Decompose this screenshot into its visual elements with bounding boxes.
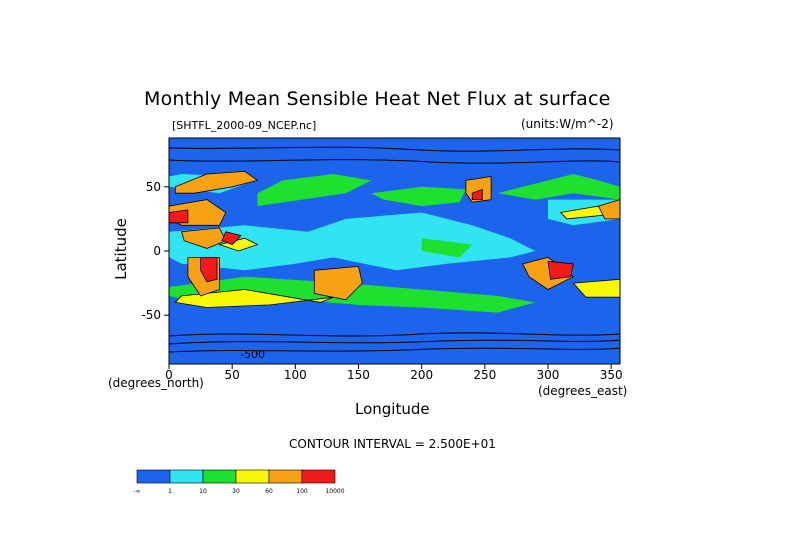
heatmap-region-10 — [572, 278, 620, 298]
heatmap-region-21 — [200, 256, 218, 283]
y-axis: 50 0 -50 — [141, 180, 169, 322]
x-axis: 0 50 100 150 200 250 300 350 — [165, 364, 623, 382]
heatmap-region-4 — [169, 276, 536, 313]
x-tick-label-0: 0 — [165, 368, 173, 382]
heatmap-region-6 — [497, 174, 620, 200]
x-axis-label: Longitude — [355, 400, 430, 418]
colorbar-tick-label-6: 10000 — [325, 488, 344, 495]
x-tick-label-300: 300 — [537, 368, 560, 382]
heatmap-region-8 — [421, 238, 473, 258]
heatmap-region-13 — [174, 170, 259, 194]
file-label: [SHTFL_2000-09_NCEP.nc] — [172, 119, 317, 132]
colorbar-swatch-0 — [136, 469, 171, 484]
contour-label: -500 — [240, 348, 265, 361]
colorbar-tick-label-0: -∞ — [133, 488, 140, 495]
colorbar-swatch-4 — [268, 469, 303, 484]
heatmap-region-22 — [221, 231, 242, 246]
colorbar-swatch-3 — [235, 469, 270, 484]
y-tick-label-0: 0 — [153, 244, 161, 258]
heatmap-region-25 — [471, 188, 483, 201]
x-tick-label-250: 250 — [473, 368, 496, 382]
contour-interval: CONTOUR INTERVAL = 2.500E+01 — [289, 437, 496, 451]
heatmap-region-23 — [547, 260, 574, 280]
y-tick-label--50: -50 — [141, 308, 161, 322]
heatmap-region-9 — [174, 289, 334, 308]
colorbar-swatch-2 — [202, 469, 237, 484]
x-tick-label-200: 200 — [410, 368, 433, 382]
colorbar-tick-label-3: 30 — [232, 488, 240, 495]
heatmap-region-1 — [169, 212, 536, 271]
colorbar-tick-label-1: 1 — [168, 488, 172, 495]
heatmap-fields — [169, 138, 620, 364]
colorbar-tick-label-4: 60 — [265, 488, 273, 495]
heatmap-region-15 — [181, 227, 227, 249]
y-tick-label-50: 50 — [146, 180, 161, 194]
colorbar: -∞ 1 10 30 60 100 10000 — [133, 469, 345, 495]
contour-lines — [169, 146, 620, 353]
heatmap-region-24 — [169, 209, 189, 224]
heatmap-region-5 — [371, 186, 466, 207]
units-label: (units:W/m^-2) — [521, 117, 614, 131]
chart-title: Monthly Mean Sensible Heat Net Flux at s… — [144, 88, 611, 110]
y-axis-label: Latitude — [112, 218, 130, 280]
y-unit-label: (degrees_north) — [108, 376, 204, 390]
heatmap-region-19 — [522, 256, 575, 290]
x-unit-label: (degrees_east) — [538, 384, 628, 398]
heatmap-region-17 — [313, 265, 363, 301]
x-tick-label-150: 150 — [347, 368, 370, 382]
x-tick-label-350: 350 — [600, 368, 623, 382]
colorbar-tick-label-2: 10 — [199, 488, 207, 495]
colorbar-tick-label-5: 100 — [296, 488, 308, 495]
x-tick-label-100: 100 — [284, 368, 307, 382]
heatmap-region-7 — [257, 174, 372, 207]
x-tick-label-50: 50 — [225, 368, 240, 382]
heatmap-region-20 — [597, 199, 620, 220]
colorbar-swatch-1 — [169, 469, 204, 484]
colorbar-swatch-5 — [301, 469, 336, 484]
